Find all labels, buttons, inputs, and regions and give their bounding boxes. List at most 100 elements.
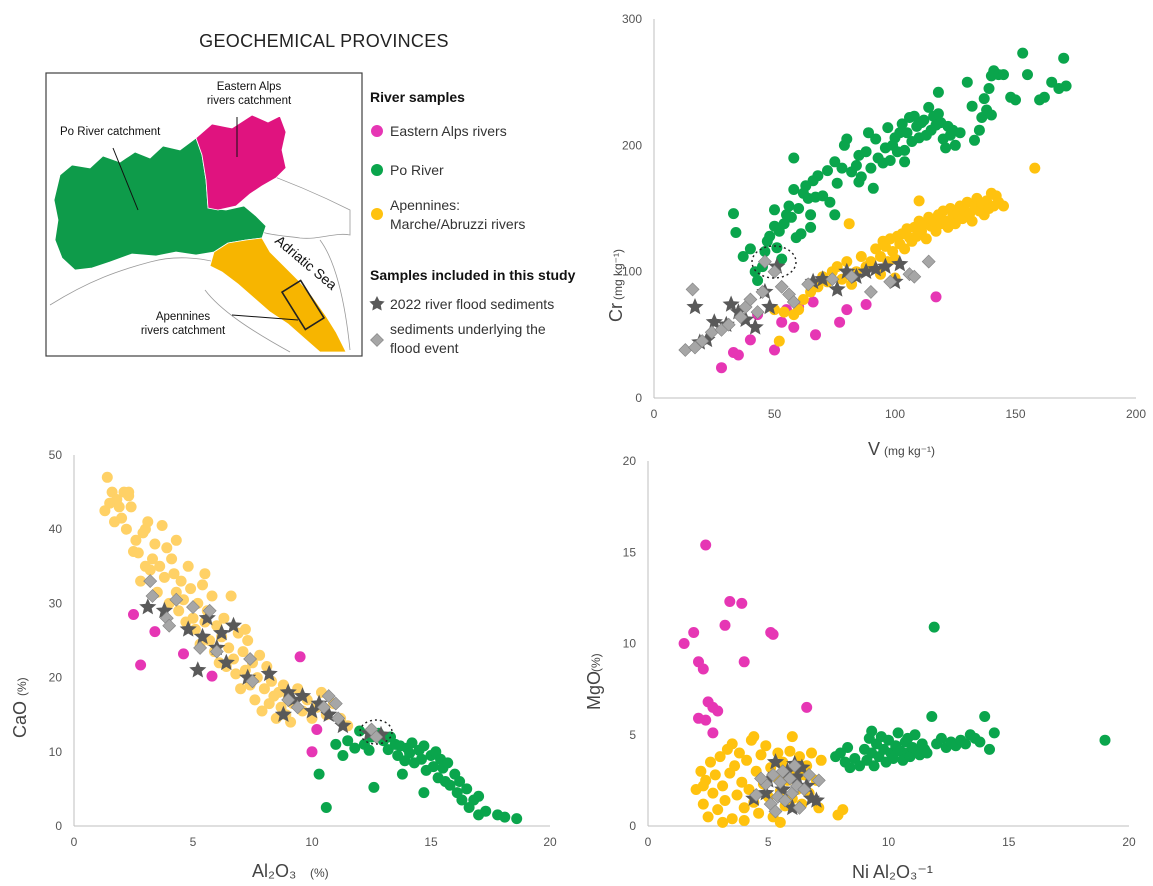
mgo-ni-star-point [766,753,785,770]
cr-v-y-tick-label: 0 [635,391,642,405]
cao-al2o3-point-apennines [292,683,304,695]
mgo-ni-point-apennines [741,754,753,766]
cr-v-point-apennines [865,256,877,268]
mgo-ni-point-apennines [760,740,772,752]
mgo-ni-point-eastern-alps [688,627,700,638]
cao-al2o3-point-apennines [156,520,168,531]
cr-v-point-po [863,127,874,139]
cao-al2o3-point-po [330,738,342,750]
cr-v-ylabel: Cr [606,303,626,322]
po-catchment-label: Po River catchment [60,126,161,138]
legend-apennines-label-line2: Marche/Abruzzi rivers [390,216,525,232]
mgo-ni-point-apennines [729,760,741,772]
cr-v-y-tick-label: 300 [622,12,642,26]
eastern-alps-label-line1: Eastern Alps [217,81,282,93]
cao-al2o3-point-eastern-alps [135,659,147,671]
cr-v-star-point [867,260,885,277]
cr-v-star-point [686,298,704,315]
cao-al2o3-point-apennines [206,590,218,602]
cao-al2o3-star-point [334,716,352,734]
cr-v-point-po [793,203,805,214]
cr-v-yunit: (mg kg⁻¹) [611,249,625,300]
cao-al2o3-point-po [473,790,485,802]
cr-v-point-po [817,190,829,202]
cao-al2o3-point-po [418,787,430,799]
cr-v-diamond-point [774,279,789,294]
cao-al2o3-point-apennines [277,679,289,691]
cr-v-diamond-point [921,254,936,269]
cao-al2o3-point-apennines [135,575,147,587]
cr-v-point-apennines [778,306,790,318]
cao-al2o3-star-point [198,609,216,626]
mgo-ni-point-apennines [697,780,709,792]
mgo-ni-point-apennines [736,776,748,788]
cr-v-point-po [867,182,879,194]
cr-v-point-po [901,127,913,139]
cao-al2o3-point-apennines [125,501,137,513]
mgo-ni-point-eastern-alps [719,619,731,631]
cr-v-point-apennines [843,218,855,230]
cr-v-point-po [795,228,807,240]
cao-al2o3-point-apennines [173,605,185,617]
cr-v-y-tick-label: 200 [622,138,642,152]
cao-yunit: (%) [15,677,29,696]
map-coastline [319,239,351,351]
cao-al2o3-point-po [399,755,411,767]
mgo-ni-point-apennines [709,769,721,781]
cr-v-diamond-point [863,284,878,299]
cr-v-x-tick-label: 50 [768,407,782,421]
mgo-ni-star-point [793,758,811,775]
mgo-ni-y-tick-label: 20 [623,454,637,468]
apennines-label-line2: rivers catchment [141,325,226,337]
cr-v-series-po [728,47,1072,286]
cao-al2o3-star-point [293,687,312,704]
cr-v-point-apennines [920,233,932,245]
cao-al2o3-point-po [396,768,408,780]
legend-underlying-label-line1: sediments underlying the [390,321,546,337]
mgo-ni-point-po [928,621,940,633]
mgo-ni-point-po [1099,734,1111,746]
mgo-ni-point-eastern-alps [801,701,813,713]
eastern-alps-label-line2: rivers catchment [207,95,292,107]
cao-al2o3-diamond-point [331,711,346,726]
cao-xunit: (%) [310,866,329,880]
cao-xlabel: Al₂O₃ [252,861,296,881]
cao-al2o3-point-apennines [166,553,178,565]
eastern-alps-catchment-region [195,114,287,211]
cao-highlight-ellipse [359,719,393,745]
cr-v-point-po [831,177,843,189]
cao-al2o3-star-point [274,705,292,722]
cr-v-point-po [778,218,790,230]
cao-al2o3-diamond-point [169,592,184,607]
cao-al2o3-point-po [313,768,325,780]
cr-v-star-point [746,318,764,335]
mgo-ni-point-po [926,711,938,722]
cr-v-diamond-point [883,274,898,289]
cr-v-point-eastern-alps [769,344,780,356]
cao-al2o3-point-eastern-alps [149,626,161,638]
cr-v-point-po [785,211,797,223]
cao-al2o3-point-po [320,802,332,813]
cr-v-point-po [788,184,800,195]
cr-v-point-po [983,83,995,94]
mgo-ni-point-apennines [714,751,726,763]
mgo-ni-point-apennines [786,731,798,743]
mgo-ni-point-eastern-alps [736,597,748,609]
cr-v-point-po [961,76,973,88]
cr-v-point-eastern-alps [810,329,821,341]
mgo-yunit: (%) [589,653,603,672]
chart-cr-v: V (mg kg⁻¹) Cr (mg kg⁻¹) 0 50 100 150 200 0 10… [606,12,1146,459]
mgo-ni-point-apennines [717,816,729,828]
cao-al2o3-point-apennines [175,575,187,587]
cao-al2o3-point-apennines [168,568,180,580]
cr-v-star-point [828,280,846,297]
cao-al2o3-diamond-point [328,696,343,711]
map-panel: GEOCHEMICAL PROVINCES Eastern Alps river… [45,31,449,357]
cr-v-point-po [841,133,853,145]
legend-study-heading: Samples included in this study [370,267,576,283]
cao-al2o3-point-po [416,753,427,765]
cr-v-diamond-point [750,305,765,320]
cr-v-point-po [776,253,788,265]
cao-al2o3-point-apennines [235,683,247,695]
mgo-ni-point-apennines [748,731,760,743]
